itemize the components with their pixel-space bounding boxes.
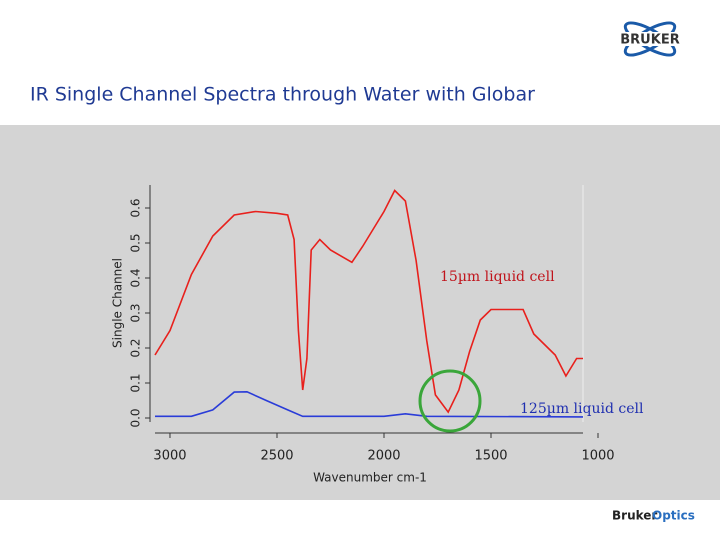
x-axis-title: Wavenumber cm-1 — [313, 471, 427, 485]
y-tick-label: 0.6 — [129, 198, 143, 217]
y-tick-label: 0.4 — [129, 268, 143, 287]
footer-company: Bruker — [612, 509, 657, 523]
y-tick-label: 0.3 — [129, 303, 143, 322]
logo-mark — [623, 21, 677, 57]
y-tick-label: 0.1 — [129, 373, 143, 392]
spectrum-line — [155, 390, 584, 418]
x-tick-label: 2000 — [367, 449, 400, 464]
slide-title: IR Single Channel Spectra through Water … — [30, 84, 535, 106]
y-tick-label: 0.5 — [129, 233, 143, 252]
highlight-circle — [418, 369, 482, 433]
x-tick-label: 3000 — [153, 449, 186, 464]
x-tick-label: 1500 — [474, 449, 507, 464]
x-tick-label: 1000 — [581, 449, 614, 464]
y-tick-label: 0.2 — [129, 338, 143, 357]
y-tick-label: 0.0 — [129, 408, 143, 427]
y-axis-title: Single Channel — [111, 258, 125, 348]
annotation: 15µm liquid cell — [440, 269, 555, 285]
logo-text: BRUKER — [620, 33, 679, 48]
spectrum-line — [154, 189, 583, 414]
footer-division: Optics — [652, 509, 695, 523]
logo-backdrop — [614, 32, 686, 46]
x-tick-label: 2500 — [260, 449, 293, 464]
content-band — [0, 125, 720, 500]
annotation: 125µm liquid cell — [520, 401, 644, 417]
